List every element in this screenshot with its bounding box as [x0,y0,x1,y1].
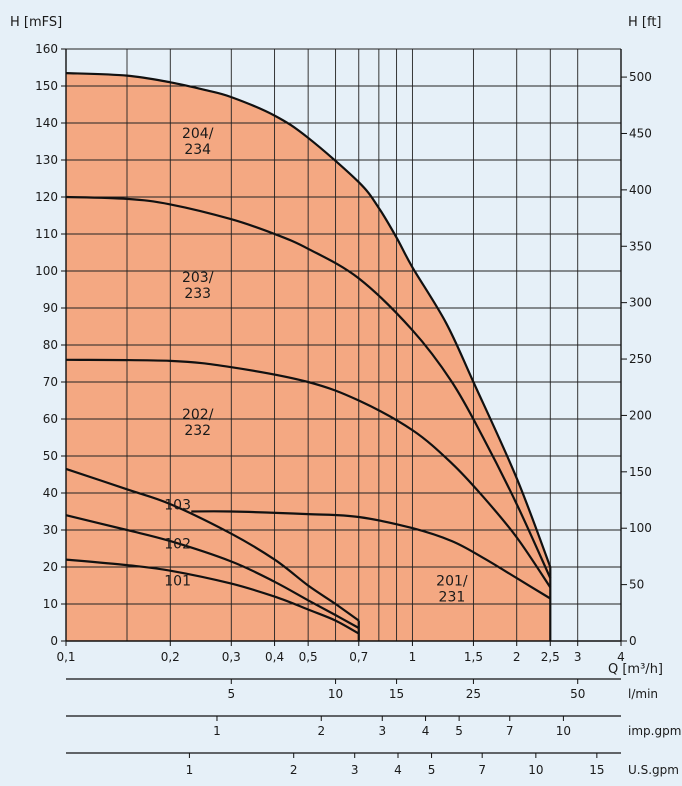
y-left-tick-label: 150 [35,79,58,93]
y-right-tick-label: 400 [629,183,652,197]
x-tick-label: 2 [513,650,521,664]
secondary-tick-label: 5 [455,724,463,738]
secondary-tick-label: 50 [570,687,585,701]
x-tick-label: 1 [409,650,417,664]
secondary-tick-label: 1 [186,763,194,777]
y-left-tick-label: 40 [43,486,58,500]
x-tick-label: 0,3 [222,650,241,664]
x-tick-label: 3 [574,650,582,664]
y-right-tick-label: 250 [629,352,652,366]
y-left-tick-label: 140 [35,116,58,130]
tick-labels: 0102030405060708090100110120130140150160… [35,42,652,664]
curves [65,72,552,641]
secondary-tick-label: 4 [422,724,430,738]
secondary-tick-label: 4 [394,763,402,777]
y-left-tick-label: 120 [35,190,58,204]
y-left-tick-label: 50 [43,449,58,463]
y-left-tick-label: 90 [43,301,58,315]
secondary-tick-label: 10 [528,763,543,777]
y-right-tick-label: 300 [629,296,652,310]
y-right-tick-label: 50 [629,578,644,592]
y-right-tick-label: 350 [629,239,652,253]
y-left-tick-label: 110 [35,227,58,241]
curve-102 [65,514,360,629]
curve-201-231 [191,510,551,600]
y-right-tick-label: 100 [629,521,652,535]
y-right-tick-label: 0 [629,634,637,648]
y-left-tick-label: 20 [43,560,58,574]
y-left-tick-label: 80 [43,338,58,352]
secondary-tick-label: 15 [589,763,604,777]
y-left-axis-title: H [mFS] [10,15,62,30]
secondary-tick-label: 10 [556,724,571,738]
secondary-tick-label: 7 [478,763,486,777]
secondary-unit-label: U.S.gpm [628,763,679,777]
curve-101 [65,558,360,635]
x-tick-label: 4 [617,650,625,664]
secondary-tick-label: 15 [389,687,404,701]
y-left-tick-label: 130 [35,153,58,167]
x-axis-title: Q [m³/h] [608,662,663,677]
y-left-tick-label: 10 [43,597,58,611]
curve-label: 204/234 [182,126,214,158]
secondary-tick-label: 10 [328,687,343,701]
y-right-axis-title: H [ft] [628,15,662,30]
y-left-tick-label: 160 [35,42,58,56]
curve-label: 102 [164,537,191,553]
secondary-tick-label: 2 [290,763,298,777]
curve-204-234 [65,72,552,568]
curve-label: 101 [164,574,191,590]
secondary-tick-label: 1 [213,724,221,738]
curve-labels: 101 102 103 201/231 202/232 203/233 204/234 [164,126,468,606]
y-left-tick-label: 100 [35,264,58,278]
x-tick-label: 0,1 [56,650,75,664]
curve-label: 103 [164,498,191,514]
x-tick-label: 1,5 [464,650,483,664]
secondary-tick-label: 5 [227,687,235,701]
x-tick-label: 2,5 [541,650,560,664]
y-right-tick-label: 150 [629,465,652,479]
x-tick-label: 0,4 [265,650,284,664]
x-tick-label: 0,7 [349,650,368,664]
secondary-tick-label: 3 [378,724,386,738]
secondary-scales: 5 10 15 25 50 l/min 1 2 3 4 5 7 10 imp.gpm 1 2 3 4 5 7 10 15 U… [66,678,681,777]
secondary-tick-label: 7 [506,724,514,738]
y-left-tick-label: 0 [50,634,58,648]
curve-203-233 [65,195,552,579]
secondary-unit-label: l/min [628,687,658,701]
y-right-tick-label: 500 [629,70,652,84]
x-tick-label: 0,5 [299,650,318,664]
secondary-tick-label: 5 [428,763,436,777]
curve-label: 202/232 [182,407,214,439]
y-right-tick-label: 200 [629,408,652,422]
secondary-tick-label: 3 [351,763,359,777]
secondary-tick-label: 2 [317,724,325,738]
secondary-unit-label: imp.gpm [628,724,681,738]
y-left-tick-label: 30 [43,523,58,537]
y-left-tick-label: 60 [43,412,58,426]
curve-202-232 [65,358,552,589]
x-tick-label: 0,2 [161,650,180,664]
secondary-tick-label: 25 [466,687,481,701]
y-right-tick-label: 450 [629,126,652,140]
curve-label: 203/233 [182,270,214,302]
curve-label: 201/231 [436,574,468,606]
y-left-tick-label: 70 [43,375,58,389]
curve-103 [65,467,360,622]
